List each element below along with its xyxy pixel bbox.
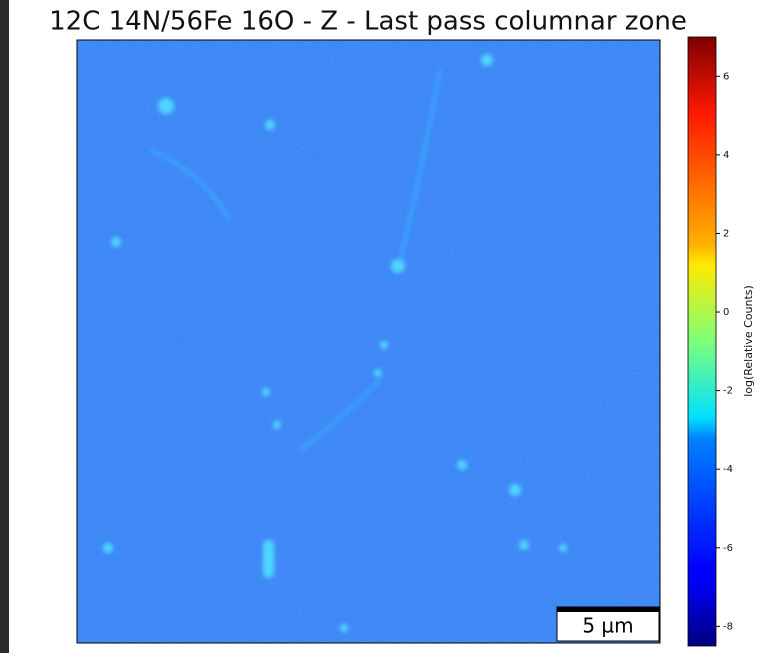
image-texture [77, 40, 660, 643]
chart-title: 12C 14N/56Fe 16O - Z - Last pass columna… [49, 7, 687, 37]
colorbar-tick-label: -8 [723, 621, 733, 632]
colorbar [687, 36, 717, 647]
scale-bar-line [557, 607, 659, 612]
colorbar-tick-label: 0 [723, 307, 729, 318]
image [76, 39, 661, 644]
colorbar-tick-label: -4 [723, 464, 733, 475]
colorbar-tick-label: 2 [723, 228, 729, 239]
image-frame [76, 39, 661, 644]
scale-bar-label: 5 µm [582, 614, 633, 638]
colorbar-label: log(Relative Counts) [742, 285, 755, 397]
colorbar-tick-label: -2 [723, 386, 733, 397]
colorbar-tick-label: -6 [723, 543, 733, 554]
colorbar-tick-label: 4 [723, 150, 729, 161]
image-features [103, 54, 567, 632]
window-edge [0, 0, 9, 653]
scale-bar: 5 µm [556, 606, 660, 642]
colorbar-tick-label: 6 [723, 71, 729, 82]
